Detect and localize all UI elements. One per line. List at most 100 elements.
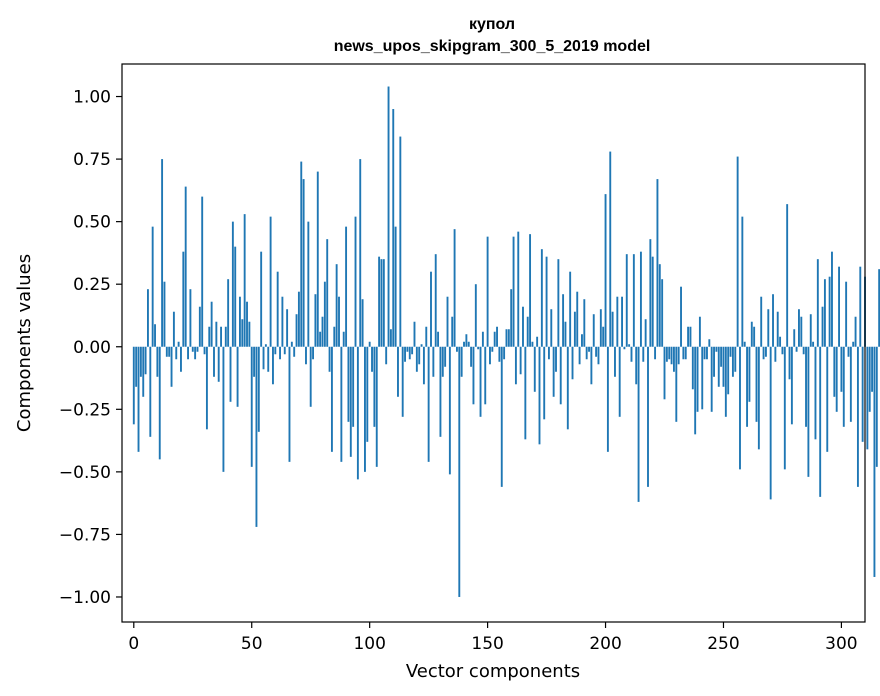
bar <box>427 346 430 462</box>
bar <box>418 346 421 365</box>
bar <box>470 346 473 367</box>
bar <box>658 264 661 347</box>
bar <box>701 346 704 410</box>
bar <box>441 346 444 377</box>
bar <box>793 329 796 347</box>
bar <box>175 346 178 360</box>
bar <box>220 326 223 347</box>
bar <box>371 346 373 372</box>
plot-frame <box>121 63 866 623</box>
bar <box>654 346 657 360</box>
bar <box>314 294 317 347</box>
bar <box>786 204 789 347</box>
bar <box>189 289 192 347</box>
bar <box>477 346 480 350</box>
bar <box>779 336 782 347</box>
bar <box>319 331 322 347</box>
bar <box>149 346 152 437</box>
bar <box>734 346 737 372</box>
bar <box>819 346 822 497</box>
bar <box>531 341 534 347</box>
bar <box>524 346 527 440</box>
bar <box>852 341 855 347</box>
bar <box>451 316 454 347</box>
bar <box>453 229 456 347</box>
bar <box>172 311 175 347</box>
bar <box>144 346 147 375</box>
bar <box>637 346 640 502</box>
bar <box>835 346 838 412</box>
bar <box>290 341 293 347</box>
bar <box>769 346 772 500</box>
bar <box>439 346 442 437</box>
bar <box>526 316 529 347</box>
bar <box>689 326 692 347</box>
bar <box>776 311 779 347</box>
x-tick-label: 250 <box>707 634 739 654</box>
bar <box>272 346 274 385</box>
bar <box>177 341 180 347</box>
bar <box>361 299 364 347</box>
bar <box>380 259 383 347</box>
bar <box>448 346 451 475</box>
bar <box>798 309 800 347</box>
bar <box>425 326 428 347</box>
bar <box>432 346 435 377</box>
bar <box>467 341 470 347</box>
bar <box>611 311 614 347</box>
bar <box>489 346 491 365</box>
bar <box>618 346 621 417</box>
bar <box>408 346 411 360</box>
bar <box>399 136 402 347</box>
bar <box>338 296 340 347</box>
bar <box>465 334 468 347</box>
bar <box>184 186 187 347</box>
bar <box>614 346 616 377</box>
bar <box>229 346 232 402</box>
bar <box>861 346 864 442</box>
bar <box>512 236 515 347</box>
bar <box>562 294 565 347</box>
bar <box>222 346 225 472</box>
x-tick-label: 200 <box>589 634 621 654</box>
bar <box>347 346 350 422</box>
bar <box>198 306 201 347</box>
bar <box>444 346 447 367</box>
bar <box>375 346 378 467</box>
bar <box>507 329 510 347</box>
bar <box>536 336 539 347</box>
bar <box>250 346 253 467</box>
bar <box>430 271 432 347</box>
y-tick-label: −0.50 <box>59 463 111 483</box>
bar <box>871 346 874 392</box>
bar <box>790 346 793 425</box>
y-axis: 1.00 0.75 0.50 0.25 0.00 −0.25 −0.50 −0.75 −1.00 <box>59 88 122 608</box>
bar <box>196 346 199 352</box>
bar <box>595 346 598 357</box>
bar <box>522 306 524 347</box>
bar <box>333 326 336 347</box>
bar <box>703 346 706 360</box>
bar <box>831 251 833 347</box>
bar <box>856 346 859 487</box>
bar <box>481 331 484 347</box>
bar <box>385 346 388 365</box>
bar <box>288 346 291 462</box>
bar <box>647 346 649 487</box>
bar <box>253 346 256 377</box>
bar <box>305 346 307 365</box>
bar <box>147 289 149 347</box>
bar <box>255 346 258 527</box>
bar <box>142 346 145 397</box>
bar <box>446 296 449 347</box>
bar <box>665 346 668 362</box>
bar <box>187 346 189 360</box>
bar <box>821 306 824 347</box>
bar <box>373 346 376 427</box>
bar <box>316 171 319 347</box>
bar <box>257 346 260 432</box>
bar <box>687 326 690 347</box>
bar <box>517 231 520 347</box>
bar <box>500 346 503 487</box>
bar <box>760 296 763 347</box>
